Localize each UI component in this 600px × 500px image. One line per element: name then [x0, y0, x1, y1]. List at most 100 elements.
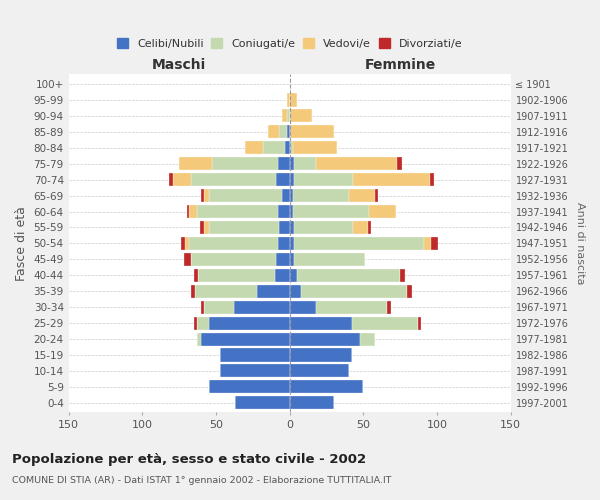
- Bar: [201, 332, 290, 345]
- Bar: [387, 300, 391, 314]
- Bar: [294, 173, 353, 186]
- Bar: [290, 126, 334, 138]
- Bar: [263, 142, 285, 154]
- Bar: [290, 332, 361, 345]
- Bar: [233, 300, 290, 314]
- Bar: [349, 189, 375, 202]
- Bar: [209, 380, 290, 394]
- Bar: [282, 189, 290, 202]
- Bar: [290, 348, 352, 362]
- Bar: [290, 94, 297, 106]
- Bar: [196, 284, 257, 298]
- Bar: [268, 126, 280, 138]
- Bar: [187, 205, 190, 218]
- Bar: [287, 126, 290, 138]
- Bar: [235, 396, 290, 409]
- Bar: [209, 221, 280, 234]
- Bar: [431, 237, 439, 250]
- Bar: [277, 173, 290, 186]
- Bar: [278, 205, 290, 218]
- Bar: [407, 284, 412, 298]
- Bar: [191, 284, 196, 298]
- Bar: [209, 316, 290, 330]
- Bar: [290, 380, 363, 394]
- Bar: [290, 189, 293, 202]
- Bar: [290, 221, 294, 234]
- Bar: [185, 237, 190, 250]
- Bar: [368, 221, 371, 234]
- Bar: [173, 173, 191, 186]
- Bar: [290, 157, 294, 170]
- Bar: [290, 269, 297, 282]
- Bar: [361, 332, 375, 345]
- Bar: [294, 157, 316, 170]
- Bar: [316, 157, 397, 170]
- Y-axis label: Anni di nascita: Anni di nascita: [575, 202, 585, 284]
- Bar: [290, 110, 312, 122]
- Bar: [209, 189, 282, 202]
- Bar: [197, 205, 278, 218]
- Bar: [290, 205, 293, 218]
- Bar: [204, 221, 209, 234]
- Bar: [400, 269, 404, 282]
- Bar: [194, 269, 198, 282]
- Bar: [278, 237, 290, 250]
- Bar: [181, 237, 185, 250]
- Bar: [418, 316, 421, 330]
- Bar: [290, 364, 349, 378]
- Bar: [200, 221, 204, 234]
- Bar: [285, 142, 290, 154]
- Bar: [353, 173, 430, 186]
- Bar: [278, 157, 290, 170]
- Bar: [375, 189, 378, 202]
- Bar: [190, 205, 197, 218]
- Bar: [293, 142, 337, 154]
- Bar: [290, 396, 334, 409]
- Bar: [290, 316, 352, 330]
- Bar: [290, 284, 301, 298]
- Bar: [293, 189, 349, 202]
- Bar: [194, 316, 197, 330]
- Bar: [212, 157, 278, 170]
- Bar: [191, 253, 277, 266]
- Bar: [293, 205, 369, 218]
- Bar: [197, 316, 209, 330]
- Bar: [352, 316, 418, 330]
- Bar: [197, 332, 201, 345]
- Y-axis label: Fasce di età: Fasce di età: [15, 206, 28, 281]
- Bar: [294, 237, 424, 250]
- Bar: [316, 300, 387, 314]
- Bar: [280, 221, 290, 234]
- Bar: [424, 237, 431, 250]
- Text: Femmine: Femmine: [364, 58, 436, 72]
- Bar: [277, 253, 290, 266]
- Bar: [294, 221, 353, 234]
- Bar: [290, 142, 293, 154]
- Bar: [275, 269, 290, 282]
- Bar: [204, 300, 233, 314]
- Bar: [301, 284, 407, 298]
- Bar: [198, 269, 275, 282]
- Text: Popolazione per età, sesso e stato civile - 2002: Popolazione per età, sesso e stato civil…: [12, 452, 366, 466]
- Bar: [430, 173, 434, 186]
- Bar: [353, 221, 368, 234]
- Bar: [290, 300, 316, 314]
- Bar: [369, 205, 395, 218]
- Bar: [184, 253, 191, 266]
- Bar: [191, 173, 277, 186]
- Bar: [280, 126, 287, 138]
- Bar: [204, 189, 209, 202]
- Bar: [290, 253, 294, 266]
- Bar: [287, 94, 290, 106]
- Text: COMUNE DI STIA (AR) - Dati ISTAT 1° gennaio 2002 - Elaborazione TUTTITALIA.IT: COMUNE DI STIA (AR) - Dati ISTAT 1° genn…: [12, 476, 392, 485]
- Bar: [245, 142, 263, 154]
- Bar: [257, 284, 290, 298]
- Text: Maschi: Maschi: [152, 58, 206, 72]
- Legend: Celibi/Nubili, Coniugati/e, Vedovi/e, Divorziati/e: Celibi/Nubili, Coniugati/e, Vedovi/e, Di…: [115, 36, 464, 51]
- Bar: [397, 157, 401, 170]
- Bar: [294, 253, 365, 266]
- Bar: [220, 364, 290, 378]
- Bar: [169, 173, 173, 186]
- Bar: [290, 237, 294, 250]
- Bar: [282, 110, 287, 122]
